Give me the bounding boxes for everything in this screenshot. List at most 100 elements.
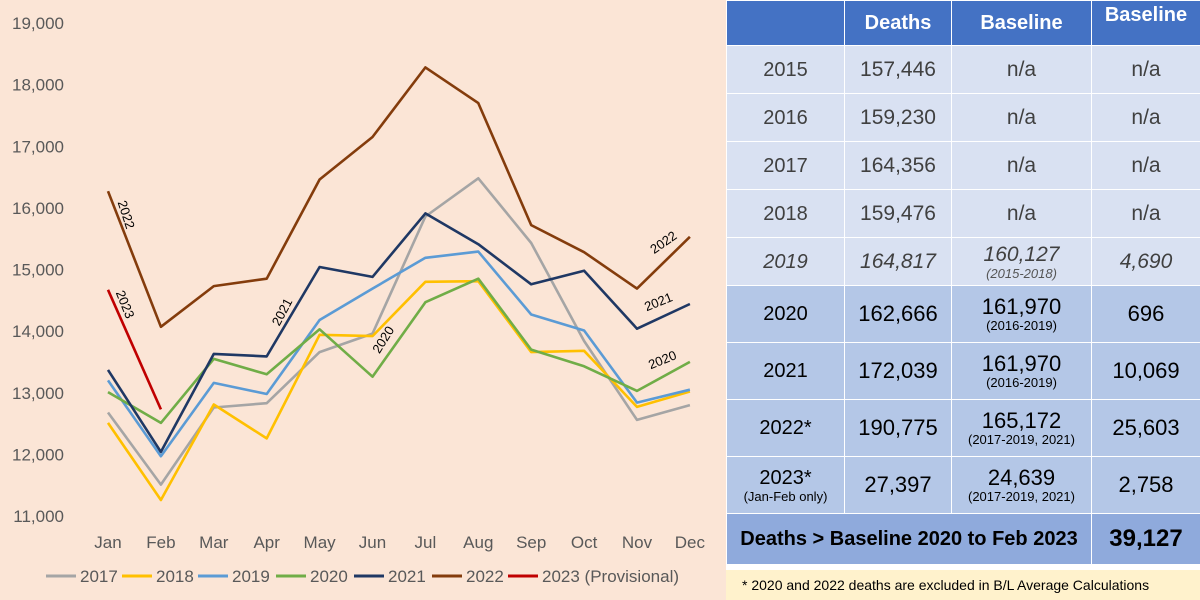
header-year xyxy=(726,0,845,46)
cell-year: 2020 xyxy=(726,285,845,343)
header-baseline: Baseline xyxy=(951,0,1092,46)
cell-year: 2023* (Jan-Feb only) xyxy=(726,456,845,514)
x-tick-label: Mar xyxy=(199,533,229,552)
table-row: 2021 172,039 161,970 (2016-2019) 10,069 xyxy=(726,342,1200,400)
x-tick-label: Jan xyxy=(94,533,121,552)
cell-baseline: n/a xyxy=(951,189,1092,238)
cell-year: 2016 xyxy=(726,93,845,142)
cell-deaths: 164,356 xyxy=(844,141,952,190)
cell-year: 2018 xyxy=(726,189,845,238)
total-row: Deaths > Baseline 2020 to Feb 2023 39,12… xyxy=(726,513,1200,565)
table-header-row: Deaths Baseline Baseline xyxy=(726,0,1200,46)
total-label: Deaths > Baseline 2020 to Feb 2023 xyxy=(726,513,1092,565)
cell-baseline: 24,639 (2017-2019, 2021) xyxy=(951,456,1092,514)
cell-baseline: 165,172 (2017-2019, 2021) xyxy=(951,399,1092,457)
total-value: 39,127 xyxy=(1091,513,1200,565)
cell-baseline: n/a xyxy=(951,141,1092,190)
legend-item: 2017 xyxy=(46,567,118,586)
table-row: 2020 162,666 161,970 (2016-2019) 696 xyxy=(726,285,1200,343)
series-line-2019 xyxy=(106,250,691,458)
legend: 2017 2018 2019 2020 2021 2022 2023 (Provisiona… xyxy=(46,567,679,586)
cell-deaths: 172,039 xyxy=(844,342,952,400)
cell-excess: n/a xyxy=(1091,189,1200,238)
legend-label: 2018 xyxy=(156,567,194,586)
cell-baseline: 160,127 (2015-2018) xyxy=(951,237,1092,286)
cell-year: 2017 xyxy=(726,141,845,190)
cell-deaths: 27,397 xyxy=(844,456,952,514)
cell-year: 2019 xyxy=(726,237,845,286)
y-tick-label: 19,000 xyxy=(12,14,64,33)
cell-deaths: 190,775 xyxy=(844,399,952,457)
deaths-table-panel: Deaths Baseline Baseline 2015 157,446 n/a n… xyxy=(726,0,1200,600)
legend-label: 2023 (Provisional) xyxy=(542,567,679,586)
cell-excess: 25,603 xyxy=(1091,399,1200,457)
legend-label: 2022 xyxy=(466,567,504,586)
header-excess-baseline: Baseline xyxy=(1091,0,1200,46)
series-line-2018 xyxy=(106,279,691,502)
chart-panel: 11,000 12,000 13,000 14,000 15,000 16,000 17,0… xyxy=(0,0,728,600)
cell-baseline: n/a xyxy=(951,93,1092,142)
cell-excess: n/a xyxy=(1091,141,1200,190)
table-row: 2016 159,230 n/a n/a xyxy=(726,93,1200,142)
y-axis: 11,000 12,000 13,000 14,000 15,000 16,000 17,0… xyxy=(12,14,64,526)
legend-item: 2019 xyxy=(198,567,270,586)
table-row: 2015 157,446 n/a n/a xyxy=(726,45,1200,94)
cell-baseline: 161,970 (2016-2019) xyxy=(951,285,1092,343)
series-line-2021 xyxy=(106,212,691,454)
x-tick-label: Oct xyxy=(571,533,598,552)
cell-baseline: n/a xyxy=(951,45,1092,94)
legend-item: 2023 (Provisional) xyxy=(508,567,679,586)
series-line-2023 xyxy=(106,289,163,410)
cell-deaths: 164,817 xyxy=(844,237,952,286)
y-tick-label: 18,000 xyxy=(12,76,64,95)
cell-year: 2015 xyxy=(726,45,845,94)
cell-baseline: 161,970 (2016-2019) xyxy=(951,342,1092,400)
legend-item: 2020 xyxy=(276,567,348,586)
series-line-2022 xyxy=(106,66,691,329)
y-tick-label: 16,000 xyxy=(12,199,64,218)
line-annotation: 2020 xyxy=(369,323,397,355)
y-tick-label: 15,000 xyxy=(12,261,64,280)
cell-excess: 4,690 xyxy=(1091,237,1200,286)
y-tick-label: 13,000 xyxy=(12,384,64,403)
cell-excess: n/a xyxy=(1091,93,1200,142)
table-row: 2017 164,356 n/a n/a xyxy=(726,141,1200,190)
cell-year: 2022* xyxy=(726,399,845,457)
cell-excess: 2,758 xyxy=(1091,456,1200,514)
header-deaths: Deaths xyxy=(844,0,952,46)
table-body: 2015 157,446 n/a n/a 2016 159,230 n/a n/a 2017 16… xyxy=(726,45,1200,514)
x-tick-label: Aug xyxy=(463,533,493,552)
table-row: 2018 159,476 n/a n/a xyxy=(726,189,1200,238)
line-annotation: 2020 xyxy=(646,347,678,372)
line-annotation: 2021 xyxy=(269,296,296,329)
table-row: 2019 164,817 160,127 (2015-2018) 4,690 xyxy=(726,237,1200,286)
legend-label: 2020 xyxy=(310,567,348,586)
x-tick-label: Sep xyxy=(516,533,546,552)
footnote: * 2020 and 2022 deaths are excluded in B… xyxy=(726,570,1200,600)
legend-item: 2022 xyxy=(432,567,504,586)
y-tick-label: 11,000 xyxy=(13,507,64,526)
x-axis: Jan Feb Mar Apr May Jun Jul Aug Sep Oct Nov Dec xyxy=(94,533,705,552)
table-row: 2023* (Jan-Feb only) 27,397 24,639 (2017-201… xyxy=(726,456,1200,514)
line-chart: 11,000 12,000 13,000 14,000 15,000 16,000 17,0… xyxy=(12,14,706,586)
y-tick-label: 14,000 xyxy=(12,322,64,341)
x-tick-label: Nov xyxy=(622,533,653,552)
legend-item: 2021 xyxy=(354,567,426,586)
x-tick-label: May xyxy=(304,533,337,552)
cell-deaths: 159,230 xyxy=(844,93,952,142)
cell-excess: 696 xyxy=(1091,285,1200,343)
cell-year: 2021 xyxy=(726,342,845,400)
y-tick-label: 12,000 xyxy=(12,445,64,464)
cell-deaths: 157,446 xyxy=(844,45,952,94)
cell-deaths: 162,666 xyxy=(844,285,952,343)
x-tick-label: Dec xyxy=(675,533,706,552)
legend-label: 2019 xyxy=(232,567,270,586)
line-annotation: 2023 xyxy=(113,288,138,320)
table-row: 2022* 190,775 165,172 (2017-2019, 2021) 25,6… xyxy=(726,399,1200,457)
cell-deaths: 159,476 xyxy=(844,189,952,238)
legend-item: 2018 xyxy=(122,567,194,586)
legend-label: 2017 xyxy=(80,567,118,586)
x-tick-label: Jul xyxy=(415,533,437,552)
x-tick-label: Apr xyxy=(253,533,280,552)
deaths-table: Deaths Baseline Baseline 2015 157,446 n/a n… xyxy=(726,0,1200,565)
